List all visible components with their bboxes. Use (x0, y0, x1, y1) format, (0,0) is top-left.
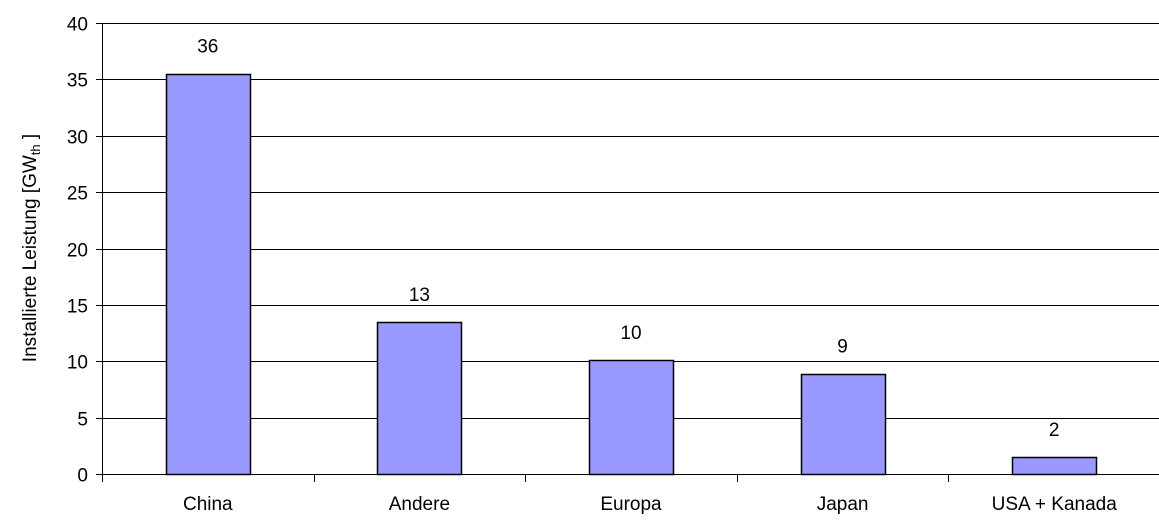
y-tick-label: 30 (67, 128, 88, 149)
x-tick-label: China (183, 494, 233, 515)
bar-usa-kanada (1011, 456, 1098, 476)
y-tick-label: 20 (67, 241, 88, 262)
data-label: 9 (837, 337, 848, 358)
axes (96, 23, 1159, 482)
bar-europa (588, 359, 675, 476)
bar-andere (376, 321, 463, 476)
gridlines (102, 23, 1159, 419)
x-tick-label: Japan (817, 494, 869, 515)
x-tick-labels: China Andere Europa Japan USA + Kanada (183, 494, 1117, 515)
data-labels: 36 13 10 9 2 (197, 37, 1059, 441)
y-tick-label: 15 (67, 297, 88, 318)
x-tick-label: Andere (389, 494, 450, 515)
bar-china (165, 73, 252, 476)
x-tick-label: USA + Kanada (992, 494, 1118, 515)
y-tick-labels: 0 5 10 15 20 25 30 35 40 (67, 15, 88, 487)
data-label: 13 (409, 285, 430, 306)
bars (165, 73, 1098, 476)
bar-japan (800, 373, 887, 476)
y-tick-label: 10 (67, 353, 88, 374)
y-tick-label: 25 (67, 184, 88, 205)
y-tick-label: 0 (77, 466, 88, 487)
y-tick-label: 5 (77, 410, 88, 431)
y-tick-label: 35 (67, 71, 88, 92)
y-tick-label: 40 (67, 15, 88, 36)
x-tick-label: Europa (600, 494, 662, 515)
data-label: 36 (197, 37, 218, 58)
y-axis-title: Installierte Leistung [GWth ] (20, 134, 43, 362)
data-label: 10 (620, 323, 641, 344)
data-label: 2 (1049, 420, 1060, 441)
